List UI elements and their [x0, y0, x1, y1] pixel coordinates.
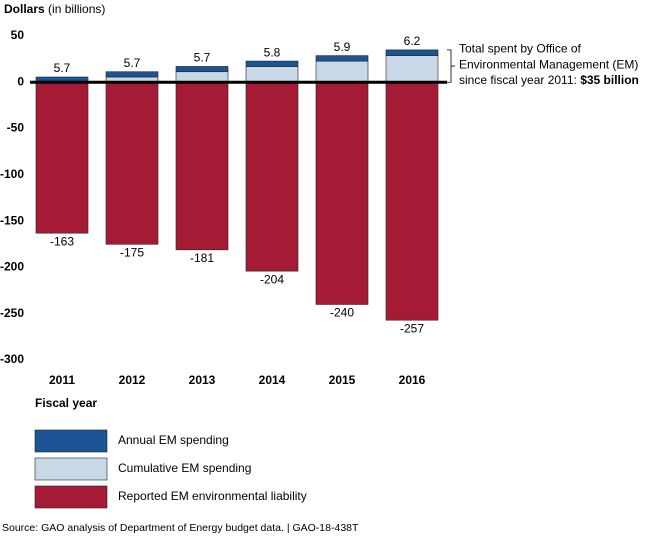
legend-label: Reported EM environmental liability: [118, 489, 307, 503]
y-tick-label: -300: [0, 352, 24, 366]
bar: [175, 71, 229, 83]
y-tick-label: -100: [0, 167, 24, 181]
x-tick-label: 2014: [259, 373, 286, 387]
y-axis-title: Dollars (in billions): [4, 2, 105, 16]
value-label: -204: [260, 272, 284, 286]
legend-swatch: [34, 429, 108, 453]
bracket: [447, 49, 455, 83]
y-label-unit: (in billions): [48, 2, 105, 16]
y-tick-label: 0: [17, 74, 24, 88]
value-label: 5.7: [124, 56, 141, 70]
x-tick-label: 2015: [329, 373, 356, 387]
x-tick-label: 2012: [119, 373, 146, 387]
bar: [175, 66, 229, 73]
legend-label: Annual EM spending: [118, 433, 229, 447]
bar: [245, 81, 299, 272]
annotation-text: since fiscal year 2011:: [459, 73, 577, 87]
bar: [35, 81, 89, 234]
annotation: since fiscal year 2011: $35 billion: [459, 73, 639, 87]
x-axis-title: Fiscal year: [35, 396, 97, 410]
bar: [315, 60, 369, 83]
bar: [105, 81, 159, 245]
value-label: 6.2: [404, 34, 421, 48]
annotation: Environmental Management (EM): [459, 57, 638, 71]
y-label: Dollars: [4, 2, 45, 16]
value-label: 5.7: [194, 51, 211, 65]
y-tick-label: -150: [0, 213, 24, 227]
x-tick-label: 2013: [189, 373, 216, 387]
source: Source: GAO analysis of Department of En…: [2, 522, 359, 534]
bar: [245, 66, 299, 83]
bar: [315, 81, 369, 305]
bar: [385, 55, 439, 83]
bar: [245, 60, 299, 67]
legend-label: Cumulative EM spending: [118, 461, 251, 475]
value-label: -240: [330, 306, 354, 320]
y-tick-label: 50: [11, 28, 25, 42]
value-label: -175: [120, 245, 144, 259]
y-tick-label: -50: [7, 121, 25, 135]
annotation: Total spent by Office of: [459, 41, 582, 55]
value-label: 5.8: [264, 45, 281, 59]
legend-swatch: [34, 457, 108, 481]
legend-swatch: [34, 485, 108, 509]
y-tick-label: -200: [0, 260, 24, 274]
x-tick-label: 2016: [399, 373, 426, 387]
bar: [175, 81, 229, 251]
bar: [105, 71, 159, 78]
value-label: 5.7: [54, 61, 71, 75]
bar: [315, 55, 369, 62]
value-label: -257: [400, 321, 424, 335]
bar: [385, 81, 439, 321]
value-label: -163: [50, 234, 74, 248]
annotation-highlight: $35 billion: [580, 73, 639, 87]
value-label: 5.9: [334, 40, 351, 54]
bar: [385, 49, 439, 56]
y-tick-label: -250: [0, 306, 24, 320]
value-label: -181: [190, 251, 214, 265]
x-tick-label: 2011: [49, 373, 75, 387]
